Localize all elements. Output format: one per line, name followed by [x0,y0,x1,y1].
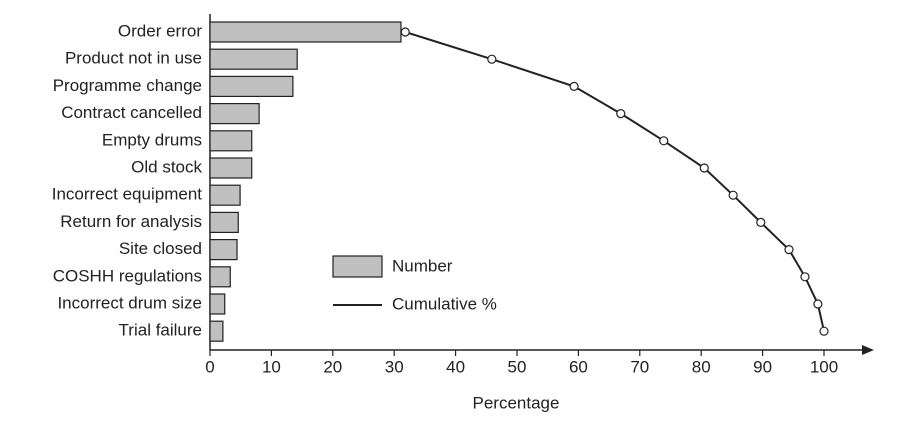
legend-label: Cumulative % [392,294,497,313]
bar [209,75,294,98]
y-tick-label: Site closed [119,239,202,258]
y-tick-label: Product not in use [65,49,202,68]
bar [209,48,298,70]
bar [209,239,238,261]
cumulative-point [616,108,626,119]
bar [209,320,224,342]
y-tick-label: Return for analysis [60,212,202,231]
y-tick-label: Incorrect equipment [52,185,203,204]
cumulative-point [569,81,579,92]
y-tick-label: Order error [118,21,202,40]
bar [209,211,239,233]
x-tick-label: 80 [692,357,711,376]
x-tick-label: 50 [508,357,527,376]
cumulative-point [756,217,766,227]
legend-label: Number [392,256,453,275]
cumulative-line [404,31,825,332]
y-tick-label: Programme change [53,76,202,95]
bar [209,266,231,288]
y-tick-label: Incorrect drum size [57,293,202,312]
x-tick-label: 100 [810,357,838,376]
bar [209,293,226,315]
cumulative-point [819,326,829,336]
x-axis-label: Percentage [473,393,560,412]
x-tick-label: 10 [262,357,281,376]
y-tick-label: Trial failure [119,321,202,340]
cumulative-point [699,163,709,173]
y-tick-label: COSHH regulations [53,266,202,285]
cumulative-point [400,27,410,37]
cumulative-point [728,190,738,200]
x-tick-label: 70 [630,357,649,376]
bar [209,102,260,125]
x-tick-label: 40 [446,357,465,376]
bar [209,184,241,206]
bar [209,157,253,179]
x-tick-label: 60 [569,357,588,376]
cumulative-point [800,272,810,282]
x-tick-label: 90 [753,357,772,376]
cumulative-point [784,245,794,255]
y-tick-label: Old stock [131,157,202,176]
x-tick-label: 0 [205,357,214,376]
cumulative-point [813,299,823,309]
legend-swatch [332,255,383,278]
bar [209,130,253,152]
cumulative-point [487,54,497,64]
bar [209,21,402,43]
cumulative-point [659,136,669,146]
y-tick-label: Contract cancelled [61,103,202,122]
y-tick-label: Empty drums [102,130,202,149]
x-tick-label: 20 [323,357,342,376]
x-tick-label: 30 [385,357,404,376]
axis-arrow [862,345,874,355]
